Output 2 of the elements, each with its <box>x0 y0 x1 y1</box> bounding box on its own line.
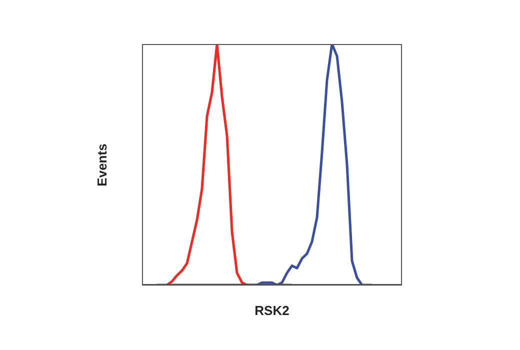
x-axis-title: RSK2 <box>254 303 290 318</box>
y-axis-title: Events <box>94 143 110 186</box>
